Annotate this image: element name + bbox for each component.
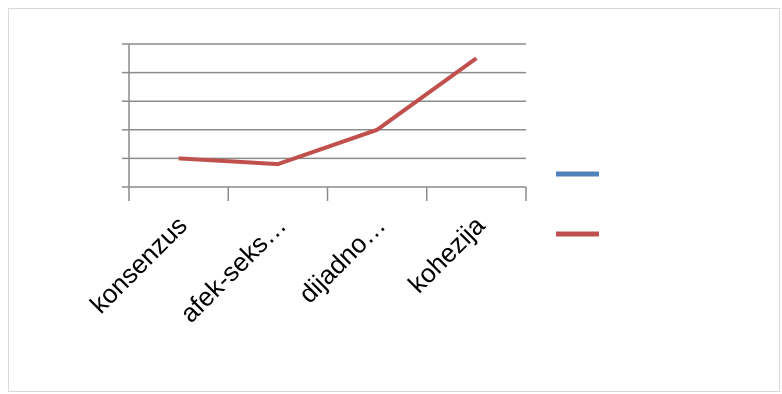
axes <box>122 43 527 201</box>
gridlines <box>129 43 526 160</box>
legend <box>556 171 599 237</box>
series-line-2 <box>178 56 478 167</box>
category-label: afek-seks… <box>174 210 292 328</box>
category-label: kohezija <box>402 210 491 299</box>
series-lines <box>178 56 478 167</box>
category-label: dijadno… <box>292 210 391 309</box>
category-label: konsenzus <box>84 210 193 319</box>
